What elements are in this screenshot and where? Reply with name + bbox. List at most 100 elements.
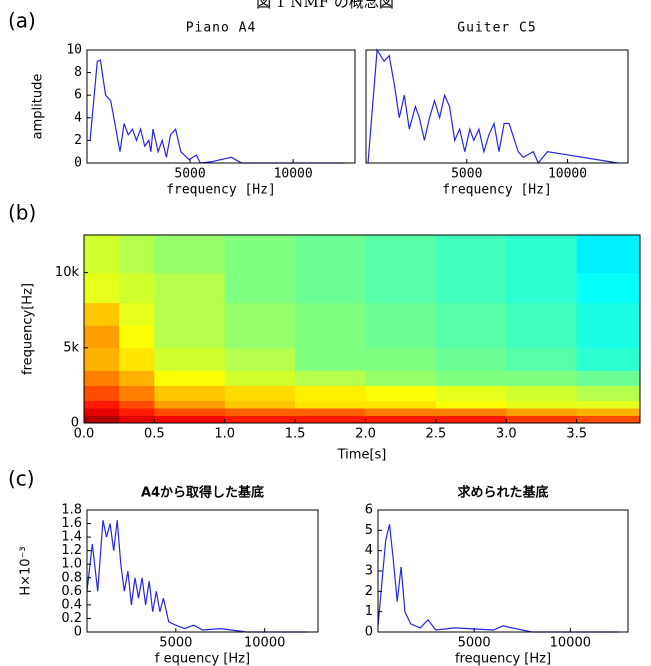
heatmap-cell: [365, 235, 437, 274]
y-tick-label: 6: [74, 88, 82, 103]
heatmap-cell: [576, 400, 641, 409]
heatmap-cell: [576, 325, 641, 349]
heatmap-cell: [84, 385, 120, 401]
y-tick-label: 1.0: [61, 557, 82, 572]
y-tick-label: 1.6: [61, 516, 82, 531]
heatmap-cell: [506, 400, 578, 409]
y-tick-label: 2: [365, 584, 373, 599]
heatmap-cell: [295, 347, 367, 371]
y-tick-label: 3: [365, 564, 373, 579]
heatmap-cell: [365, 385, 437, 401]
heatmap-cell: [295, 302, 367, 326]
heatmap-cell: [576, 385, 641, 401]
heatmap-cell: [224, 272, 296, 304]
y-tick-label: 10k: [55, 265, 80, 280]
chart-title: 求められた基底: [457, 485, 548, 501]
heatmap-cell: [295, 235, 367, 274]
heatmap-cell: [295, 325, 367, 349]
heatmap-cell: [295, 385, 367, 401]
y-axis-label: H×10⁻³: [19, 546, 34, 595]
heatmap-cell: [365, 400, 437, 409]
y-tick-label: 6: [365, 503, 373, 518]
heatmap-cell: [84, 400, 120, 409]
heatmap-cell: [119, 235, 155, 274]
heatmap-cell: [435, 407, 507, 416]
y-tick-label: 10: [66, 43, 82, 58]
y-tick-label: 0: [74, 625, 82, 640]
heatmap-cell: [365, 325, 437, 349]
heatmap-cell: [435, 325, 507, 349]
y-tick-label: 0.6: [61, 584, 82, 599]
panel-label: (a): [8, 9, 36, 33]
y-tick-label: 2: [74, 133, 82, 148]
y-tick-label: 0: [365, 625, 373, 640]
plot-frame: [83, 234, 641, 424]
heatmap-cell: [119, 272, 155, 304]
heatmap-cell: [365, 407, 437, 416]
heatmap-cell: [154, 385, 226, 401]
data-line: [367, 48, 618, 165]
heatmap-cell: [224, 325, 296, 349]
x-tick-label: 0.0: [74, 427, 95, 442]
x-tick-label: 10000: [548, 167, 587, 182]
heatmap-cell: [435, 302, 507, 326]
heatmap-cell: [365, 347, 437, 371]
x-axis-label: frequency [Hz]: [166, 183, 276, 198]
heatmap-cell: [576, 370, 641, 386]
heatmap-cell: [119, 415, 155, 424]
x-axis-label: f equency [Hz]: [155, 652, 250, 666]
y-tick-label: 1.4: [61, 530, 82, 545]
heatmap-cell: [224, 302, 296, 326]
heatmap-cell: [506, 325, 578, 349]
plot-frame: [86, 49, 356, 164]
heatmap-cell: [84, 325, 120, 349]
heatmap-cell: [154, 302, 226, 326]
heatmap-cell: [154, 415, 226, 424]
heatmap-cell: [435, 385, 507, 401]
heatmap-cell: [506, 272, 578, 304]
heatmap-cell: [576, 302, 641, 326]
heatmap-cell: [576, 235, 641, 274]
heatmap-cell: [154, 407, 226, 416]
heatmap-cell: [295, 415, 367, 424]
x-tick-label: 1.0: [214, 427, 235, 442]
y-tick-label: 0: [74, 156, 82, 171]
heatmap-cell: [435, 400, 507, 409]
x-tick-label: 1.5: [285, 427, 306, 442]
data-line: [89, 59, 345, 164]
heatmap-cell: [154, 400, 226, 409]
heatmap-cell: [119, 302, 155, 326]
heatmap-cell: [224, 415, 296, 424]
plot-frame: [377, 509, 629, 633]
chart-title: Guiter C5: [457, 21, 536, 36]
heatmap-cell: [506, 407, 578, 416]
y-tick-label: 1.2: [61, 543, 82, 558]
figure-title: 図 1 NMF の概念図: [256, 0, 394, 11]
heatmap-cell: [295, 272, 367, 304]
plot-frame: [365, 49, 629, 164]
heatmap-cell: [84, 272, 120, 304]
data-line: [377, 524, 619, 633]
heatmap-cell: [506, 347, 578, 371]
y-tick-label: 0.4: [61, 597, 82, 612]
heatmap-cell: [224, 347, 296, 371]
y-tick-label: 5k: [63, 340, 79, 355]
heatmap-cell: [576, 407, 641, 416]
y-tick-label: 0.2: [61, 611, 82, 626]
y-tick-label: 4: [365, 543, 373, 558]
heatmap-cell: [435, 415, 507, 424]
heatmap-cell: [154, 347, 226, 371]
heatmap-cell: [506, 385, 578, 401]
heatmap-cell: [119, 347, 155, 371]
heatmap-cell: [84, 415, 120, 424]
y-tick-label: 0: [71, 416, 79, 431]
heatmap-cell: [295, 370, 367, 386]
heatmap-cell: [435, 272, 507, 304]
heatmap-cell: [224, 235, 296, 274]
chart-title: Piano A4: [186, 21, 257, 36]
x-tick-label: 3.5: [566, 427, 587, 442]
panel-label: (c): [8, 467, 35, 491]
heatmap-cell: [576, 347, 641, 371]
heatmap-cell: [154, 370, 226, 386]
